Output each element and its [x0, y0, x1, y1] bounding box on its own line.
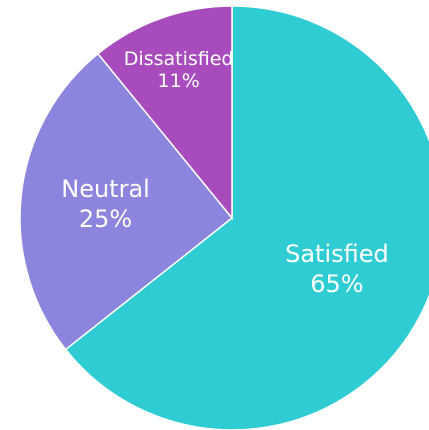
- pie-labels: Satisfied 65% Neutral 25% Dissatisfied 11%: [61, 48, 389, 298]
- pie-label-category: Neutral: [61, 175, 150, 203]
- pie-label-category: Dissatisfied: [124, 48, 234, 70]
- pie-label-dissatisfied: Dissatisfied 11%: [124, 48, 234, 92]
- pie-label-neutral: Neutral 25%: [61, 175, 150, 233]
- pie-slice-satisfied: [64, 5, 429, 430]
- pie-slice-neutral: [19, 52, 234, 351]
- pie-slices: [19, 5, 429, 430]
- pie-label-category: Satisfied: [285, 240, 389, 268]
- pie-slice-dissatisfied: [96, 5, 233, 221]
- pie-label-value: 25%: [79, 205, 132, 233]
- pie-label-value: 65%: [310, 270, 363, 298]
- pie-label-value: 11%: [158, 70, 200, 92]
- pie-label-satisfied: Satisfied 65%: [285, 240, 389, 298]
